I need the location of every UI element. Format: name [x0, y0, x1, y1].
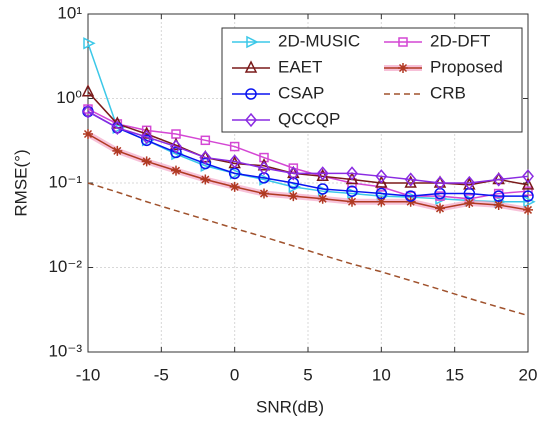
marker	[170, 139, 182, 154]
marker	[522, 190, 534, 202]
marker	[140, 134, 153, 147]
marker	[375, 187, 388, 200]
marker	[83, 129, 93, 140]
marker	[404, 190, 417, 202]
marker	[200, 174, 211, 185]
marker	[199, 150, 212, 165]
legend-label: 2D-MUSIC	[278, 31, 360, 50]
x-tick-label: 20	[519, 365, 538, 384]
y-tick-label: 10⁻²	[48, 257, 82, 276]
marker	[170, 146, 182, 159]
y-tick-label: 10⁻³	[48, 341, 82, 360]
x-tick-label: -5	[154, 365, 169, 384]
marker	[317, 193, 328, 204]
marker	[375, 169, 388, 184]
marker	[171, 165, 181, 176]
marker	[258, 172, 270, 184]
marker	[398, 63, 408, 73]
marker	[523, 204, 533, 215]
marker	[246, 35, 259, 49]
marker	[81, 84, 95, 97]
marker	[464, 197, 475, 208]
marker	[375, 175, 388, 188]
marker	[141, 156, 152, 167]
series	[82, 104, 534, 191]
marker	[523, 195, 536, 208]
marker	[463, 175, 476, 191]
line	[87, 133, 529, 211]
marker	[435, 203, 445, 214]
legend-label: Proposed	[430, 57, 503, 76]
x-tick-label: 5	[303, 365, 312, 384]
marker	[345, 171, 359, 185]
marker	[244, 60, 258, 73]
line	[87, 91, 529, 186]
line	[87, 43, 528, 203]
x-tick-label: 10	[372, 365, 391, 384]
legend-box	[221, 27, 523, 133]
y-axis-label: RMSE(°)	[11, 149, 30, 216]
legend: 2D-MUSIC 2D-DFT EAET Proposed CSAP CRB QCCQP	[221, 27, 523, 133]
line	[87, 182, 529, 317]
legend-label: QCCQP	[278, 109, 340, 128]
marker	[112, 145, 123, 156]
marker	[259, 188, 269, 199]
marker	[493, 199, 504, 210]
marker	[245, 88, 257, 100]
marker	[229, 167, 243, 180]
series	[87, 182, 529, 317]
x-tick-label: -10	[76, 365, 101, 384]
marker	[228, 154, 241, 169]
marker	[199, 157, 212, 170]
x-axis-label: SNR(dB)	[256, 397, 324, 416]
y-tick-label: 10⁻¹	[48, 172, 82, 191]
marker	[346, 185, 358, 197]
marker	[492, 190, 505, 202]
legend-label: EAET	[278, 57, 322, 76]
marker	[229, 181, 240, 192]
x-tick-label: 15	[445, 365, 464, 384]
marker	[288, 191, 299, 202]
marker	[522, 169, 534, 184]
marker	[376, 196, 387, 207]
marker	[288, 163, 299, 173]
marker	[83, 37, 96, 50]
marker	[523, 186, 533, 196]
marker	[347, 196, 357, 207]
marker	[258, 160, 270, 176]
line	[87, 110, 528, 197]
line	[87, 108, 529, 200]
legend-label: CRB	[430, 83, 466, 102]
marker	[245, 112, 257, 128]
marker	[316, 183, 329, 195]
marker	[398, 37, 408, 47]
marker	[434, 175, 446, 191]
legend-label: CSAP	[278, 83, 324, 102]
legend-label: 2D-DFT	[430, 31, 490, 50]
marker	[111, 120, 124, 135]
marker	[316, 166, 329, 181]
marker	[140, 129, 153, 145]
y-tick-label: 10¹	[57, 3, 82, 22]
marker	[200, 135, 211, 146]
marker	[229, 141, 240, 152]
series	[82, 105, 534, 202]
marker	[287, 177, 300, 189]
marker	[346, 166, 358, 181]
y-tick-label: 10⁰	[56, 88, 82, 107]
marker	[82, 104, 94, 119]
marker	[492, 172, 505, 187]
x-tick-label: 0	[230, 365, 239, 384]
marker	[521, 177, 535, 190]
marker	[404, 172, 417, 187]
line	[87, 110, 529, 184]
marker	[287, 166, 300, 181]
